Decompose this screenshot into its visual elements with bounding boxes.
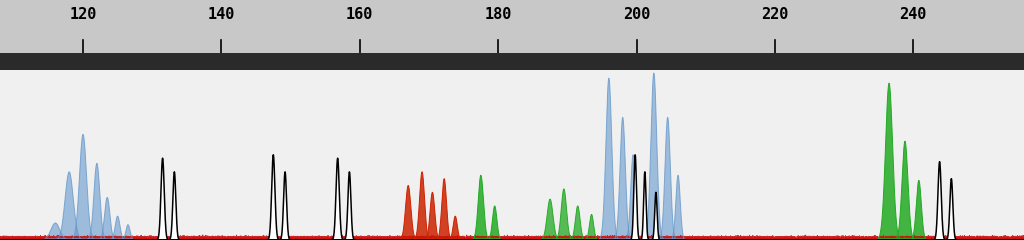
Text: 200: 200 (623, 7, 650, 22)
Text: 160: 160 (346, 7, 374, 22)
Text: 140: 140 (208, 7, 236, 22)
Text: 220: 220 (761, 7, 788, 22)
Text: 240: 240 (900, 7, 927, 22)
Text: 120: 120 (70, 7, 96, 22)
Text: 180: 180 (484, 7, 512, 22)
